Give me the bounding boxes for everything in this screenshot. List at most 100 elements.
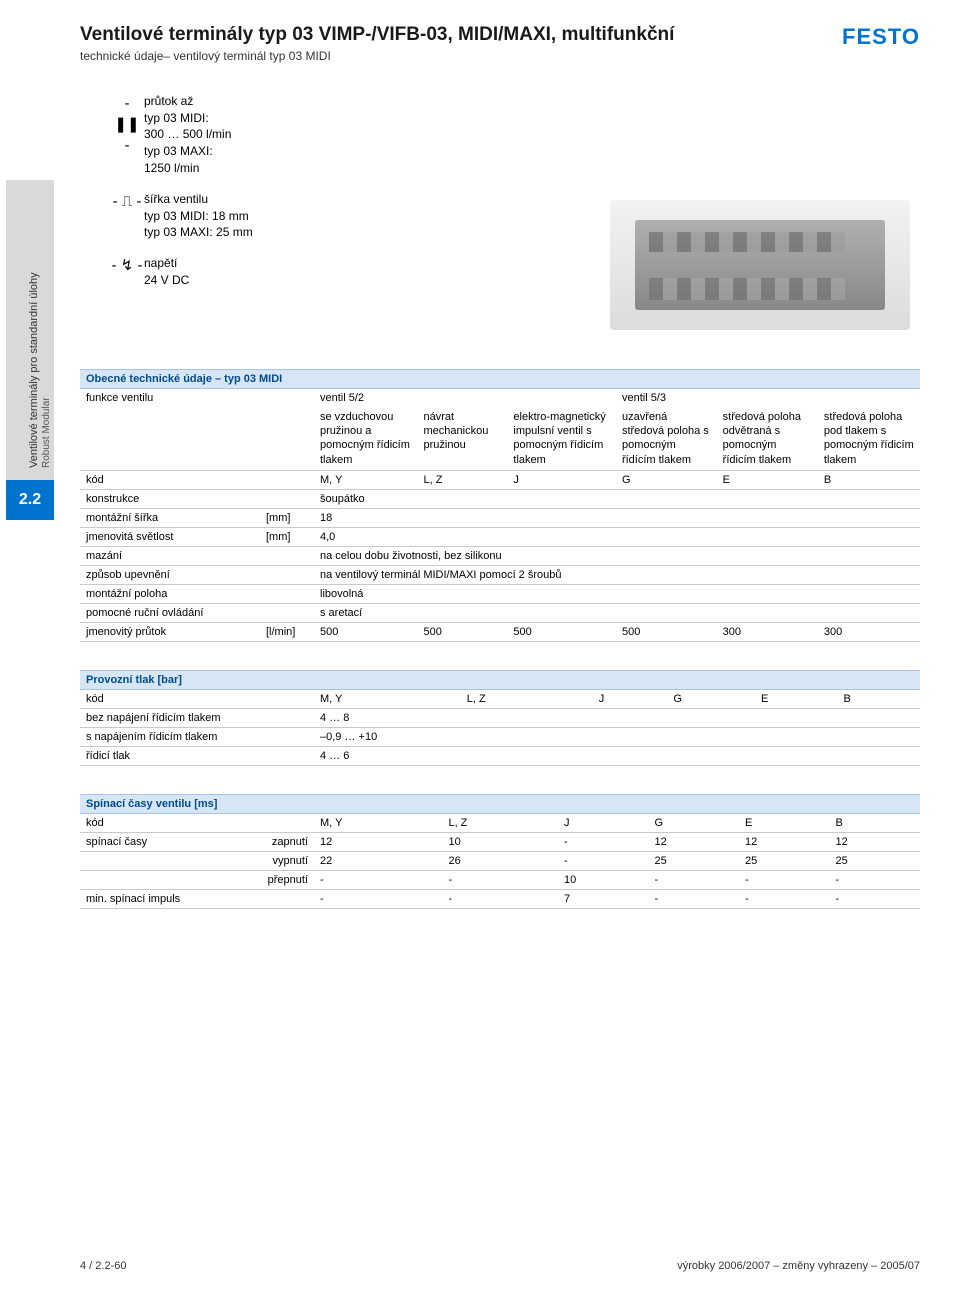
t3-z5: 12 xyxy=(739,832,830,851)
t3-v4: 25 xyxy=(648,851,739,870)
t3-z2: 10 xyxy=(442,832,558,851)
t3-m5: - xyxy=(739,889,830,908)
voltage-icon: - ↯ - xyxy=(110,255,144,276)
spec-flow-label: průtok až xyxy=(144,93,231,110)
t1-k4: G xyxy=(616,470,717,489)
t1-k5: E xyxy=(717,470,818,489)
footer-left: 4 / 2.2-60 xyxy=(80,1260,126,1272)
t3-z1: 12 xyxy=(314,832,442,851)
t2-k3: J xyxy=(593,689,668,708)
t1-c1: se vzduchovou pružinou a pomocným řídicí… xyxy=(314,407,418,471)
t2-v2: –0,9 … +10 xyxy=(314,727,920,746)
spec-flow-l4: 1250 l/min xyxy=(144,160,231,177)
t3-vypnuti: vypnutí xyxy=(260,851,314,870)
t3-p1: - xyxy=(314,870,442,889)
side-tab: Ventilové terminály pro standardní úlohy… xyxy=(0,180,60,560)
table-switching-times: Spínací časy ventilu [ms] kód M, Y L, Z … xyxy=(80,794,920,909)
t1-konstrukce-l: konstrukce xyxy=(80,489,260,508)
t3-p5: - xyxy=(739,870,830,889)
t1-mazani-v: na celou dobu životnosti, bez silikonu xyxy=(314,546,920,565)
t2-k4: G xyxy=(667,689,755,708)
footer-right: výrobky 2006/2007 – změny vyhrazeny – 20… xyxy=(677,1260,920,1272)
t1-konstrukce-v: šoupátko xyxy=(314,489,920,508)
table-general-specs: Obecné technické údaje – typ 03 MIDI fun… xyxy=(80,369,920,642)
t3-prepnuti: přepnutí xyxy=(260,870,314,889)
t3-m1: - xyxy=(314,889,442,908)
flow-icon: - ❚❚ - xyxy=(110,93,144,156)
t1-mazani-l: mazání xyxy=(80,546,260,565)
page-subtitle: technické údaje– ventilový terminál typ … xyxy=(80,49,674,63)
product-image-inner xyxy=(635,220,885,310)
product-image xyxy=(610,200,910,330)
t3-m3: 7 xyxy=(558,889,649,908)
t1-ovladani-l: pomocné ruční ovládání xyxy=(80,603,260,622)
t3-p2: - xyxy=(442,870,558,889)
ventil-53: ventil 5/3 xyxy=(616,388,920,407)
page-footer: 4 / 2.2-60 výrobky 2006/2007 – změny vyh… xyxy=(80,1260,920,1272)
t1-c6: středová poloha pod tlakem s pomocným ří… xyxy=(818,407,920,471)
t1-sirka-l: montážní šířka xyxy=(80,508,260,527)
t1-c2: návrat mechanickou pružinou xyxy=(418,407,508,471)
t1-k3: J xyxy=(507,470,616,489)
t3-min-l: min. spínací impuls xyxy=(80,889,260,908)
table2-title: Provozní tlak [bar] xyxy=(80,670,920,689)
width-icon: - ⎍ - xyxy=(110,191,144,212)
t3-z3: - xyxy=(558,832,649,851)
t1-p2: 500 xyxy=(418,622,508,641)
t2-v3: 4 … 6 xyxy=(314,746,920,765)
t2-kod-l: kód xyxy=(80,689,260,708)
t1-svetlost-v: 4,0 xyxy=(314,527,920,546)
t1-p4: 500 xyxy=(616,622,717,641)
t1-kod-label: kód xyxy=(80,470,260,489)
brand-logo: FESTO xyxy=(842,24,920,50)
spec-width-label: šířka ventilu xyxy=(144,191,253,208)
t2-r3: řídicí tlak xyxy=(80,746,260,765)
ventil-52: ventil 5/2 xyxy=(314,388,616,407)
table1-title: Obecné technické údaje – typ 03 MIDI xyxy=(80,369,920,388)
t2-k6: B xyxy=(837,689,920,708)
t3-p6: - xyxy=(829,870,920,889)
t1-upevneni-v: na ventilový terminál MIDI/MAXI pomocí 2… xyxy=(314,565,920,584)
t1-k2: L, Z xyxy=(418,470,508,489)
spec-voltage-val: 24 V DC xyxy=(144,272,189,289)
t3-m4: - xyxy=(648,889,739,908)
side-tab-line2: Robust Modular xyxy=(41,272,53,468)
t3-zapnuti: zapnutí xyxy=(260,832,314,851)
t3-spinaci: spínací časy xyxy=(80,832,260,851)
t1-c4: uzavřená středová poloha s pomocným řídí… xyxy=(616,407,717,471)
page-title: Ventilové terminály typ 03 VIMP-/VIFB-03… xyxy=(80,24,674,47)
spec-flow-l2: 300 … 500 l/min xyxy=(144,126,231,143)
t3-k4: G xyxy=(648,813,739,832)
spec-flow-l3: typ 03 MAXI: xyxy=(144,143,231,160)
t3-p4: - xyxy=(648,870,739,889)
t1-poloha-v: libovolná xyxy=(314,584,920,603)
side-tab-number: 2.2 xyxy=(6,480,54,520)
t3-k5: E xyxy=(739,813,830,832)
spec-voltage-label: napětí xyxy=(144,255,189,272)
t1-c5: středová poloha odvětraná s pomocným říd… xyxy=(717,407,818,471)
t3-m6: - xyxy=(829,889,920,908)
t1-sirka-v: 18 xyxy=(314,508,920,527)
t1-p5: 300 xyxy=(717,622,818,641)
t3-v3: - xyxy=(558,851,649,870)
t3-kod-l: kód xyxy=(80,813,260,832)
spec-width-l2: typ 03 MAXI: 25 mm xyxy=(144,224,253,241)
t1-k6: B xyxy=(818,470,920,489)
spec-width-l1: typ 03 MIDI: 18 mm xyxy=(144,208,253,225)
t3-v6: 25 xyxy=(829,851,920,870)
t1-p3: 500 xyxy=(507,622,616,641)
t3-k1: M, Y xyxy=(314,813,442,832)
side-tab-line1: Ventilové terminály pro standardní úlohy xyxy=(28,272,41,468)
t3-m2: - xyxy=(442,889,558,908)
t1-svetlost-u: [mm] xyxy=(260,527,314,546)
t1-prutok-u: [l/min] xyxy=(260,622,314,641)
t1-ovladani-v: s aretací xyxy=(314,603,920,622)
t3-k3: J xyxy=(558,813,649,832)
page-header: Ventilové terminály typ 03 VIMP-/VIFB-03… xyxy=(80,24,920,63)
t3-z4: 12 xyxy=(648,832,739,851)
t1-sirka-u: [mm] xyxy=(260,508,314,527)
t1-prutok-l: jmenovitý průtok xyxy=(80,622,260,641)
t3-k2: L, Z xyxy=(442,813,558,832)
t3-k6: B xyxy=(829,813,920,832)
table3-title: Spínací časy ventilu [ms] xyxy=(80,794,920,813)
